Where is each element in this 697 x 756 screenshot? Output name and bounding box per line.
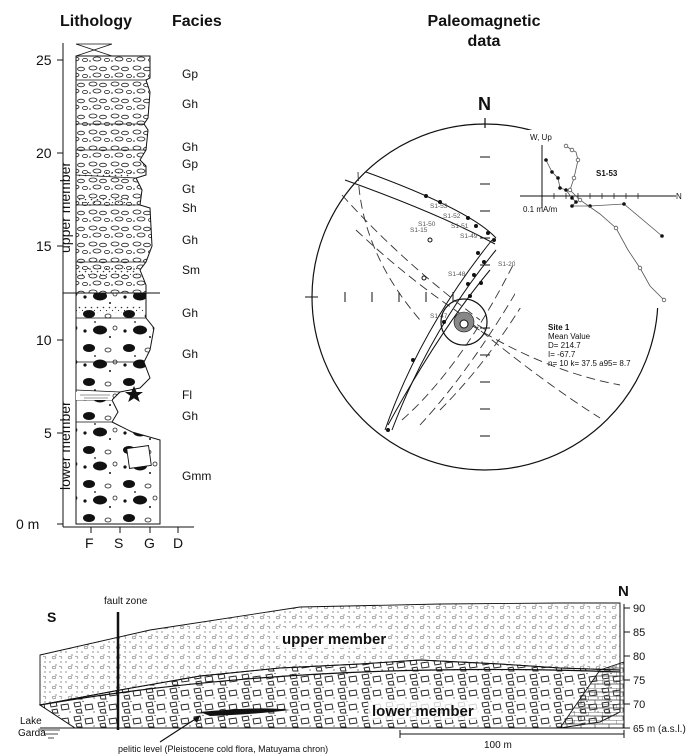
- zijderveld-sample: S1-53: [596, 169, 618, 178]
- stereonet-north-label: N: [478, 94, 491, 114]
- north-label: N: [618, 583, 629, 600]
- elevation-tick: 70: [633, 699, 645, 711]
- circle-label: S1-47: [430, 313, 448, 320]
- grain-tick-s: S: [114, 535, 123, 551]
- summary-stats: n= 10 k= 37.5 a95= 8.7: [548, 359, 631, 368]
- elevation-ticks: 90 85 80 75 70 65 m (a.s.l.): [633, 603, 686, 735]
- circle-label: S1-48: [448, 271, 466, 278]
- circle-label: S1-49: [460, 233, 478, 240]
- grain-tick-g: G: [144, 535, 155, 551]
- elevation-tick: 85: [633, 627, 645, 639]
- confidence-cone: [440, 298, 488, 346]
- grain-tick-f: F: [85, 535, 94, 551]
- circle-label: S1-15: [410, 227, 428, 234]
- lower-member-text: lower member: [372, 703, 474, 720]
- elevation-tick: 75: [633, 675, 645, 687]
- circle-label: S1-52: [443, 213, 461, 220]
- elevation-tick: 90: [633, 603, 645, 615]
- pelitic-level-star-icon: [125, 386, 143, 402]
- mean-direction: [459, 319, 469, 329]
- facies-codes: Gp Gh Gh Gp Gt Sh Gh Sm Gh Gh Fl Gh Gmm: [182, 67, 211, 483]
- zijderveld-north-axis: N: [676, 192, 682, 201]
- paleomag-heading-line1: Paleomagnetic: [428, 13, 541, 30]
- elevation-tick: 80: [633, 651, 645, 663]
- upper-member-text: upper member: [282, 631, 386, 648]
- paleomagnetic-panel: Paleomagnetic data N: [305, 13, 683, 471]
- depth-tick-10: 10: [36, 332, 52, 348]
- facies-label: Gh: [182, 233, 198, 247]
- facies-label: Sm: [182, 263, 200, 277]
- lower-member-column: [75, 292, 161, 525]
- depth-tick-25: 25: [36, 52, 52, 68]
- facies-heading: Facies: [172, 13, 222, 30]
- circle-label: S1-53: [430, 203, 448, 210]
- lower-member-label: lower member: [57, 401, 73, 490]
- lake-label-line1: Lake: [20, 716, 42, 727]
- paleomag-heading-line2: data: [468, 33, 501, 50]
- depth-ticks: 0 m 5 10 15 20 25: [16, 52, 63, 532]
- facies-label: Gh: [182, 97, 198, 111]
- south-label: S: [47, 609, 56, 625]
- circle-label: S1-51: [451, 223, 469, 230]
- circle-label: S1-20: [498, 261, 516, 268]
- zijderveld-scale: 0.1 mA/m: [523, 205, 558, 214]
- facies-label: Gt: [182, 182, 195, 196]
- facies-label: Gmm: [182, 469, 211, 483]
- lithology-log: Lithology Facies 0 m 5 10 15 20 25 upper…: [16, 13, 222, 551]
- zijderveld-up-axis: W, Up: [530, 133, 552, 142]
- grain-tick-d: D: [173, 535, 183, 551]
- elevation-tick: 65 m (a.s.l.): [633, 724, 686, 735]
- lake-label-line2: Garda: [18, 728, 46, 739]
- facies-label: Gh: [182, 347, 198, 361]
- pelitic-level-label: pelitic level (Pleistocene cold flora, M…: [118, 744, 328, 754]
- facies-label: Gp: [182, 157, 198, 171]
- summary-site: Site 1: [548, 323, 570, 332]
- water-icon: [40, 729, 60, 739]
- facies-label: Gh: [182, 409, 198, 423]
- site-summary: Site 1 Mean Value D= 214.7 I= -67.7 n= 1…: [548, 323, 631, 368]
- circle-labels: S1-53 S1-52 S1-51 S1-50 S1-49 S1-48 S1-4…: [410, 203, 516, 320]
- depth-tick-5: 5: [44, 425, 52, 441]
- sample-directions: [386, 194, 496, 432]
- facies-label: Gp: [182, 67, 198, 81]
- summary-inclination: I= -67.7: [548, 350, 576, 359]
- upper-member-label: upper member: [57, 162, 73, 253]
- summary-mean: Mean Value: [548, 332, 591, 341]
- zijderveld-plot: W, Up N 0.1 mA/m S1-53: [515, 130, 683, 308]
- scale-bar-label: 100 m: [484, 740, 512, 751]
- circle-label: S1-50: [418, 221, 436, 228]
- facies-label: Gh: [182, 306, 198, 320]
- facies-label: Sh: [182, 201, 197, 215]
- facies-label: Fl: [182, 388, 192, 402]
- depth-tick-0: 0 m: [16, 516, 39, 532]
- lithology-heading: Lithology: [60, 13, 132, 30]
- summary-declination: D= 214.7: [548, 341, 581, 350]
- facies-label: Gh: [182, 140, 198, 154]
- cross-section: fault zone S N upper member lower member…: [18, 583, 686, 754]
- depth-tick-15: 15: [36, 238, 52, 254]
- fault-zone-label: fault zone: [104, 596, 148, 607]
- depth-tick-20: 20: [36, 145, 52, 161]
